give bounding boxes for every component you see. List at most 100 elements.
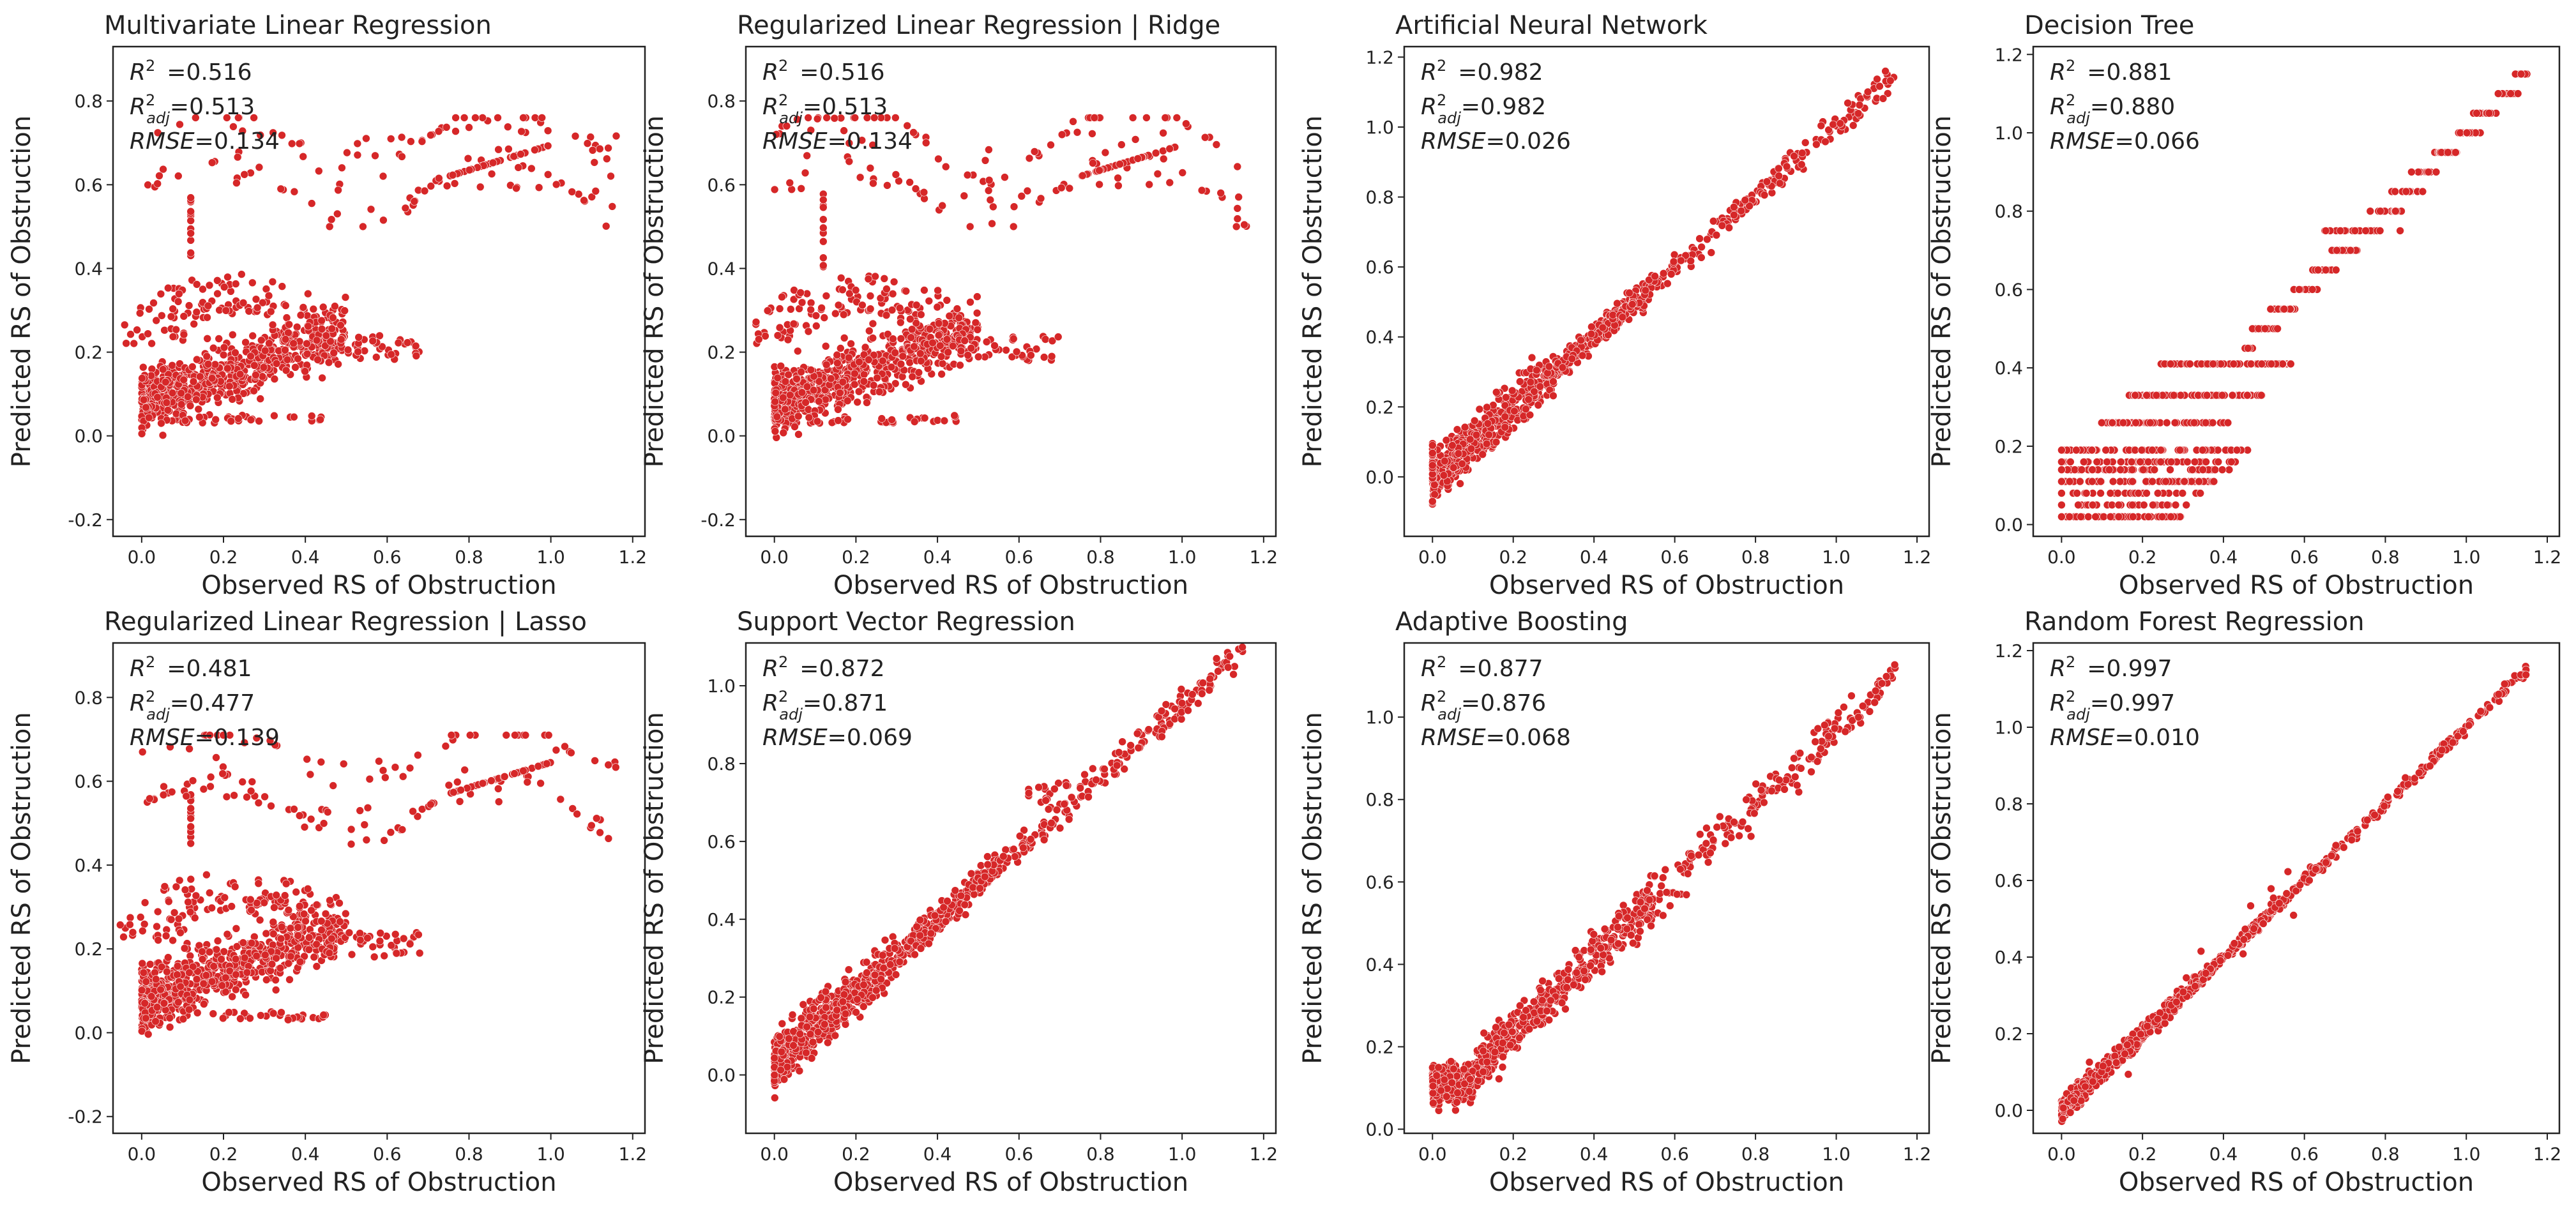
data-point	[797, 184, 805, 193]
data-point	[228, 395, 237, 404]
rmse-annotation: RMSE=0.026	[1421, 128, 1571, 155]
data-point	[1598, 323, 1607, 332]
data-point	[239, 939, 248, 947]
data-point	[1233, 215, 1242, 223]
data-point	[420, 186, 429, 195]
data-point	[845, 353, 853, 362]
data-point	[1448, 441, 1457, 449]
data-point	[180, 944, 189, 953]
data-point	[590, 158, 599, 167]
data-point	[1760, 191, 1769, 199]
data-point	[2131, 391, 2139, 400]
data-point	[917, 310, 925, 319]
data-point	[303, 884, 312, 893]
data-point	[370, 953, 379, 961]
data-point	[2144, 458, 2153, 466]
x-tick-label: 0.0	[1418, 547, 1447, 568]
data-point	[1829, 120, 1837, 129]
data-point	[838, 285, 847, 294]
data-point	[147, 992, 156, 1000]
data-point	[163, 967, 171, 976]
data-point	[403, 338, 412, 347]
data-point	[2211, 465, 2220, 474]
data-point	[1609, 310, 1618, 319]
data-point	[1501, 423, 1510, 432]
data-point	[379, 216, 388, 225]
data-point	[2506, 89, 2515, 98]
data-point	[2183, 458, 2192, 466]
data-point	[1142, 114, 1151, 122]
data-point	[789, 319, 798, 328]
data-point	[2114, 489, 2122, 497]
data-point	[1009, 335, 1018, 343]
data-point	[1178, 169, 1187, 177]
data-point	[2065, 512, 2074, 521]
data-point	[122, 339, 130, 348]
data-point	[2132, 418, 2140, 427]
x-tick-label: 1.0	[1822, 547, 1851, 568]
data-point	[2137, 446, 2146, 455]
data-point	[144, 1030, 153, 1039]
data-point	[120, 321, 129, 329]
data-point	[1153, 169, 1162, 178]
data-point	[2227, 458, 2236, 466]
data-point	[220, 343, 229, 352]
panel-title: Regularized Linear Regression | Ridge	[737, 11, 1220, 40]
y-tick-label: -0.2	[68, 510, 103, 531]
data-point	[323, 808, 332, 817]
data-point	[784, 335, 792, 344]
data-point	[943, 296, 951, 305]
data-point	[2152, 391, 2161, 400]
data-point	[812, 312, 821, 320]
data-point	[1428, 441, 1437, 449]
data-point	[910, 342, 918, 351]
data-point	[956, 361, 964, 370]
y-tick-label: 0.8	[1994, 201, 2023, 222]
data-point	[237, 270, 246, 278]
data-point	[2065, 477, 2074, 486]
data-point	[2087, 446, 2096, 455]
data-point	[316, 415, 324, 424]
data-point	[882, 311, 891, 320]
data-point	[875, 388, 884, 396]
data-point	[199, 1000, 208, 1008]
data-point	[1483, 419, 1492, 428]
data-point	[2444, 148, 2452, 156]
data-point	[860, 370, 868, 379]
data-point	[940, 416, 949, 425]
x-tick-label: 0.2	[209, 547, 238, 568]
data-point	[2375, 227, 2384, 235]
data-point	[176, 928, 185, 937]
data-point	[883, 181, 891, 190]
data-point	[142, 978, 151, 986]
r2-annotation: R2 =0.516	[762, 57, 885, 86]
data-point	[2176, 391, 2185, 400]
data-point	[1527, 353, 1536, 362]
data-point	[1095, 166, 1103, 175]
data-point	[283, 356, 292, 364]
data-point	[752, 318, 761, 326]
data-point	[988, 219, 996, 228]
data-point	[973, 325, 982, 334]
data-point	[272, 359, 281, 368]
data-point	[602, 155, 611, 163]
data-point	[2278, 359, 2287, 368]
data-point	[819, 253, 828, 262]
data-point	[571, 132, 580, 140]
data-point	[779, 428, 788, 437]
data-point	[608, 202, 617, 211]
data-point	[227, 902, 236, 910]
data-point	[934, 286, 942, 295]
data-point	[294, 923, 303, 932]
data-point	[412, 351, 421, 360]
data-point	[148, 339, 156, 348]
data-point	[1439, 471, 1448, 479]
data-point	[282, 313, 291, 322]
data-point	[792, 375, 801, 383]
data-point	[252, 295, 261, 304]
data-point	[1159, 155, 1168, 163]
data-point	[2243, 391, 2252, 400]
data-point	[1027, 351, 1035, 359]
data-point	[1088, 130, 1096, 138]
rmse-annotation: RMSE=0.134	[762, 128, 913, 155]
